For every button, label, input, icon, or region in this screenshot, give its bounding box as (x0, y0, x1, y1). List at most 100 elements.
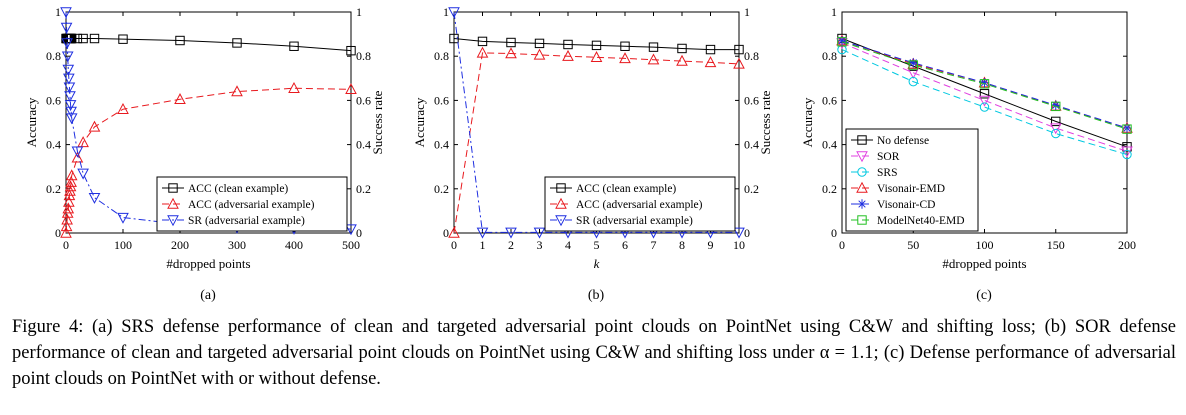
chart-panel-1: 0 100 200 300 400 50000.20.40.60.8100.20.40.6… (24, 5, 385, 303)
legend-label: SOR (877, 151, 900, 163)
data-point (705, 44, 716, 55)
legend-marker (857, 135, 867, 145)
y-tick-label: 0.6 (434, 93, 449, 107)
data-point (1121, 146, 1133, 158)
legend-label: ACC (clean example) (188, 183, 288, 195)
data-point (704, 56, 717, 68)
data-point (62, 202, 75, 214)
y-tick-label: 0 (55, 226, 61, 240)
data-point (1051, 116, 1061, 127)
x-tick-label: 150 (1047, 238, 1065, 252)
y2-tick-label: 0.6 (744, 93, 759, 107)
legend-item: ACC (adversarial example) (162, 197, 315, 211)
data-point (734, 44, 744, 55)
series-line (841, 41, 1128, 130)
data-point (65, 169, 78, 181)
y-tick-label: 0.6 (822, 93, 837, 107)
legend-label: No defense (877, 135, 929, 147)
data-point (60, 220, 73, 232)
x-tick-label: 10 (733, 238, 745, 252)
x-tick-label: 8 (679, 238, 685, 252)
data-point (648, 42, 659, 52)
y2-axis-label: Success rate (758, 90, 773, 154)
data-point (837, 36, 847, 46)
x-tick-label: 300 (228, 238, 246, 252)
data-point (61, 213, 73, 225)
data-point (345, 83, 357, 95)
x-tick-label: 0 (839, 238, 845, 252)
legend-item: Visonair-CD (851, 199, 936, 211)
y-tick-label: 0.8 (434, 49, 449, 63)
data-point (505, 47, 517, 59)
data-point (908, 76, 918, 87)
legend-box (845, 128, 979, 232)
data-point (60, 226, 72, 238)
data-point (908, 60, 918, 70)
x-tick-label: 5 (594, 238, 600, 252)
data-point (1122, 124, 1132, 134)
x-tick-label: 100 (114, 238, 132, 252)
y2-tick-label: 0.4 (744, 138, 759, 152)
data-point (978, 95, 991, 107)
legend-item: ACC (adversarial example) (550, 197, 703, 211)
y-tick-label: 1 (55, 5, 61, 19)
data-point (1122, 149, 1132, 160)
chart-panel-3: 0 50 100 150 200 0 0.2 0.4 0.6 0.8 1 #dropped point… (800, 5, 1136, 303)
legend-label: SR (adversarial example) (188, 215, 305, 227)
y-tick-label: 0.8 (822, 49, 837, 63)
figure: 0 100 200 300 400 50000.20.40.60.8100.20.40.6… (24, 5, 1136, 303)
data-point (676, 54, 688, 66)
legend-label: ACC (clean example) (576, 183, 676, 195)
y2-tick-label: 0.6 (356, 93, 371, 107)
x-tick-label: 50 (907, 238, 919, 252)
legend-box (544, 176, 736, 232)
y-axis-label: Accuracy (24, 97, 39, 147)
data-point (647, 53, 660, 65)
data-point (477, 36, 488, 47)
legend-marker (555, 215, 567, 227)
data-point (563, 39, 573, 50)
data-point (620, 41, 630, 51)
legend-item: SR (adversarial example) (550, 215, 693, 227)
y-tick-label: 0.4 (822, 138, 837, 152)
legend-marker (856, 151, 868, 163)
legend-label: Visonair-EMD (877, 183, 945, 195)
data-point (733, 57, 745, 69)
x-tick-label: 3 (537, 238, 543, 252)
figure-caption: Figure 4: (a) SRS defense performance of… (12, 317, 1176, 389)
data-point (1049, 123, 1062, 135)
legend: ACC (clean example) ACC (adversarial exam… (156, 176, 348, 232)
x-tick-label: 0 (451, 238, 457, 252)
data-point (346, 45, 356, 56)
data-point (232, 38, 242, 48)
series-6 (837, 37, 1132, 134)
x-tick-label: 9 (708, 238, 714, 252)
legend-item: SRS (851, 167, 897, 179)
data-point (505, 227, 517, 239)
x-tick-label: 100 (976, 238, 994, 252)
y2-tick-label: 0.8 (356, 49, 371, 63)
y-tick-label: 0 (831, 226, 837, 240)
y-tick-label: 1 (831, 5, 837, 19)
series-2 (448, 46, 745, 238)
data-point (60, 7, 72, 19)
data-point (62, 64, 75, 76)
legend-label: SRS (877, 167, 897, 179)
data-point (1122, 123, 1132, 133)
y-tick-label: 0.6 (46, 93, 61, 107)
data-point (534, 38, 545, 49)
data-point (117, 212, 129, 224)
series-5 (837, 36, 1132, 133)
legend-marker (555, 197, 567, 209)
x-axis-label: #dropped points (166, 256, 250, 271)
y2-tick-label: 0 (744, 226, 750, 240)
data-point (448, 7, 460, 19)
legend-marker (167, 215, 179, 227)
y-axis-label: Accuracy (412, 97, 427, 147)
y2-tick-label: 0 (356, 226, 362, 240)
legend: ACC (clean example) ACC (adversarial exam… (544, 176, 736, 232)
x-axis-label: k (594, 256, 600, 271)
y2-tick-label: 0.4 (356, 138, 371, 152)
legend-item: No defense (851, 135, 929, 147)
data-point (590, 51, 603, 63)
